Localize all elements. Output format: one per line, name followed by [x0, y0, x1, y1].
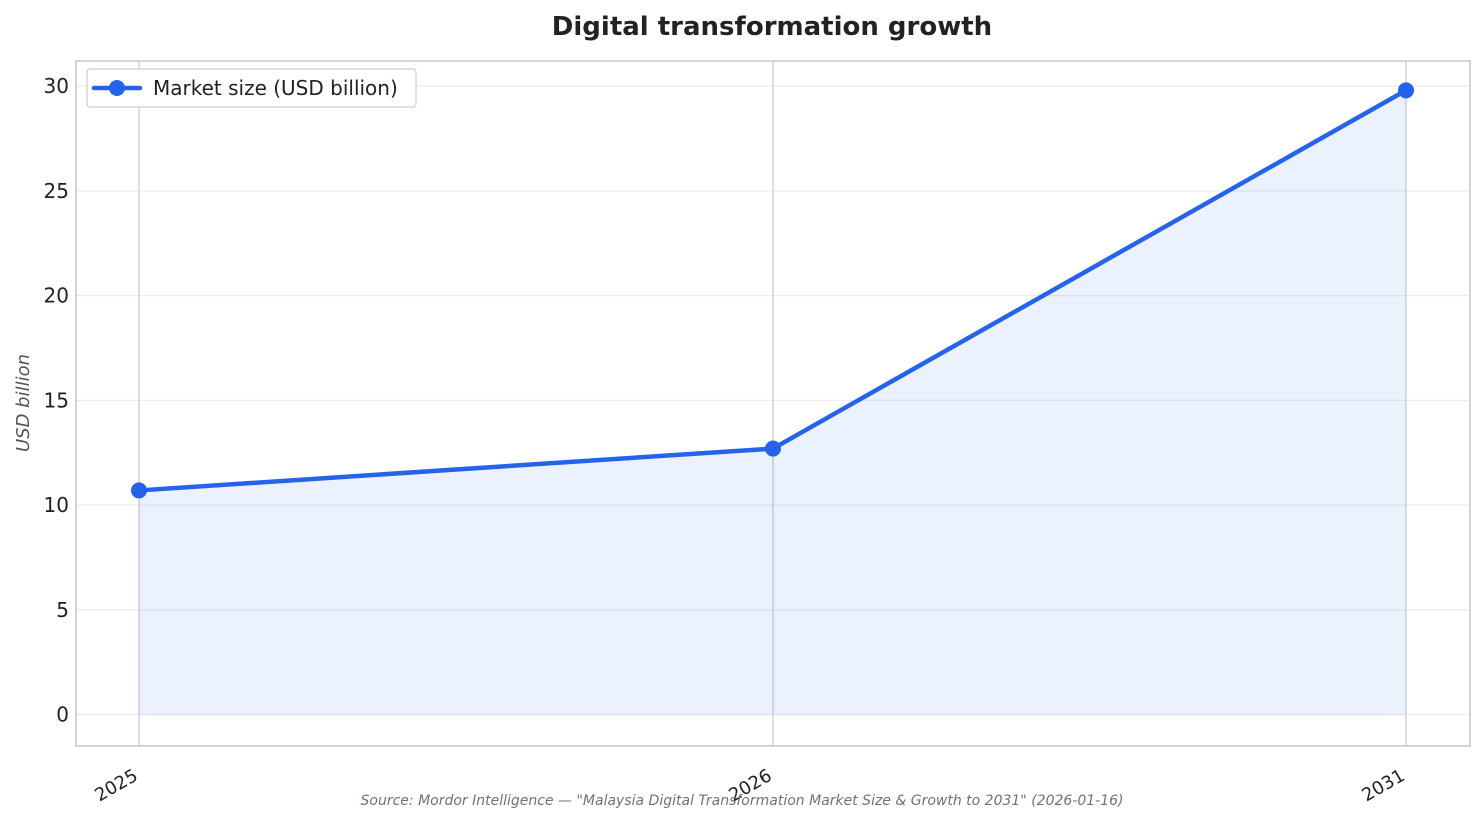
y-tick-label: 25 — [44, 179, 69, 203]
source-note: Source: Mordor Intelligence — "Malaysia … — [361, 793, 1124, 809]
legend-box — [86, 68, 417, 108]
x-tick-label: 2025 — [91, 765, 141, 806]
y-tick-label: 30 — [44, 74, 69, 98]
series-area — [139, 90, 1406, 715]
plot-frame — [75, 60, 1471, 747]
y-axis-ticks: 0 5 10 15 20 25 30 — [44, 74, 69, 726]
x-tick-label: 2031 — [1358, 765, 1408, 806]
y-axis-label: USD billion — [13, 354, 34, 452]
legend-label: Market size (USD billion) — [153, 76, 398, 100]
point-layer — [131, 82, 1414, 499]
legend: Market size (USD billion) — [86, 68, 417, 108]
legend-marker — [109, 80, 125, 96]
data-point-2025 — [131, 482, 147, 499]
chart-title: Digital transformation growth — [552, 12, 992, 42]
y-tick-label: 15 — [44, 388, 69, 412]
data-point-2031 — [1398, 82, 1414, 99]
y-tick-label: 0 — [56, 703, 69, 727]
y-tick-label: 10 — [44, 493, 69, 517]
y-tick-label: 20 — [44, 284, 69, 308]
y-tick-label: 5 — [56, 598, 69, 622]
data-point-2026 — [765, 440, 781, 457]
area-layer — [139, 90, 1406, 716]
